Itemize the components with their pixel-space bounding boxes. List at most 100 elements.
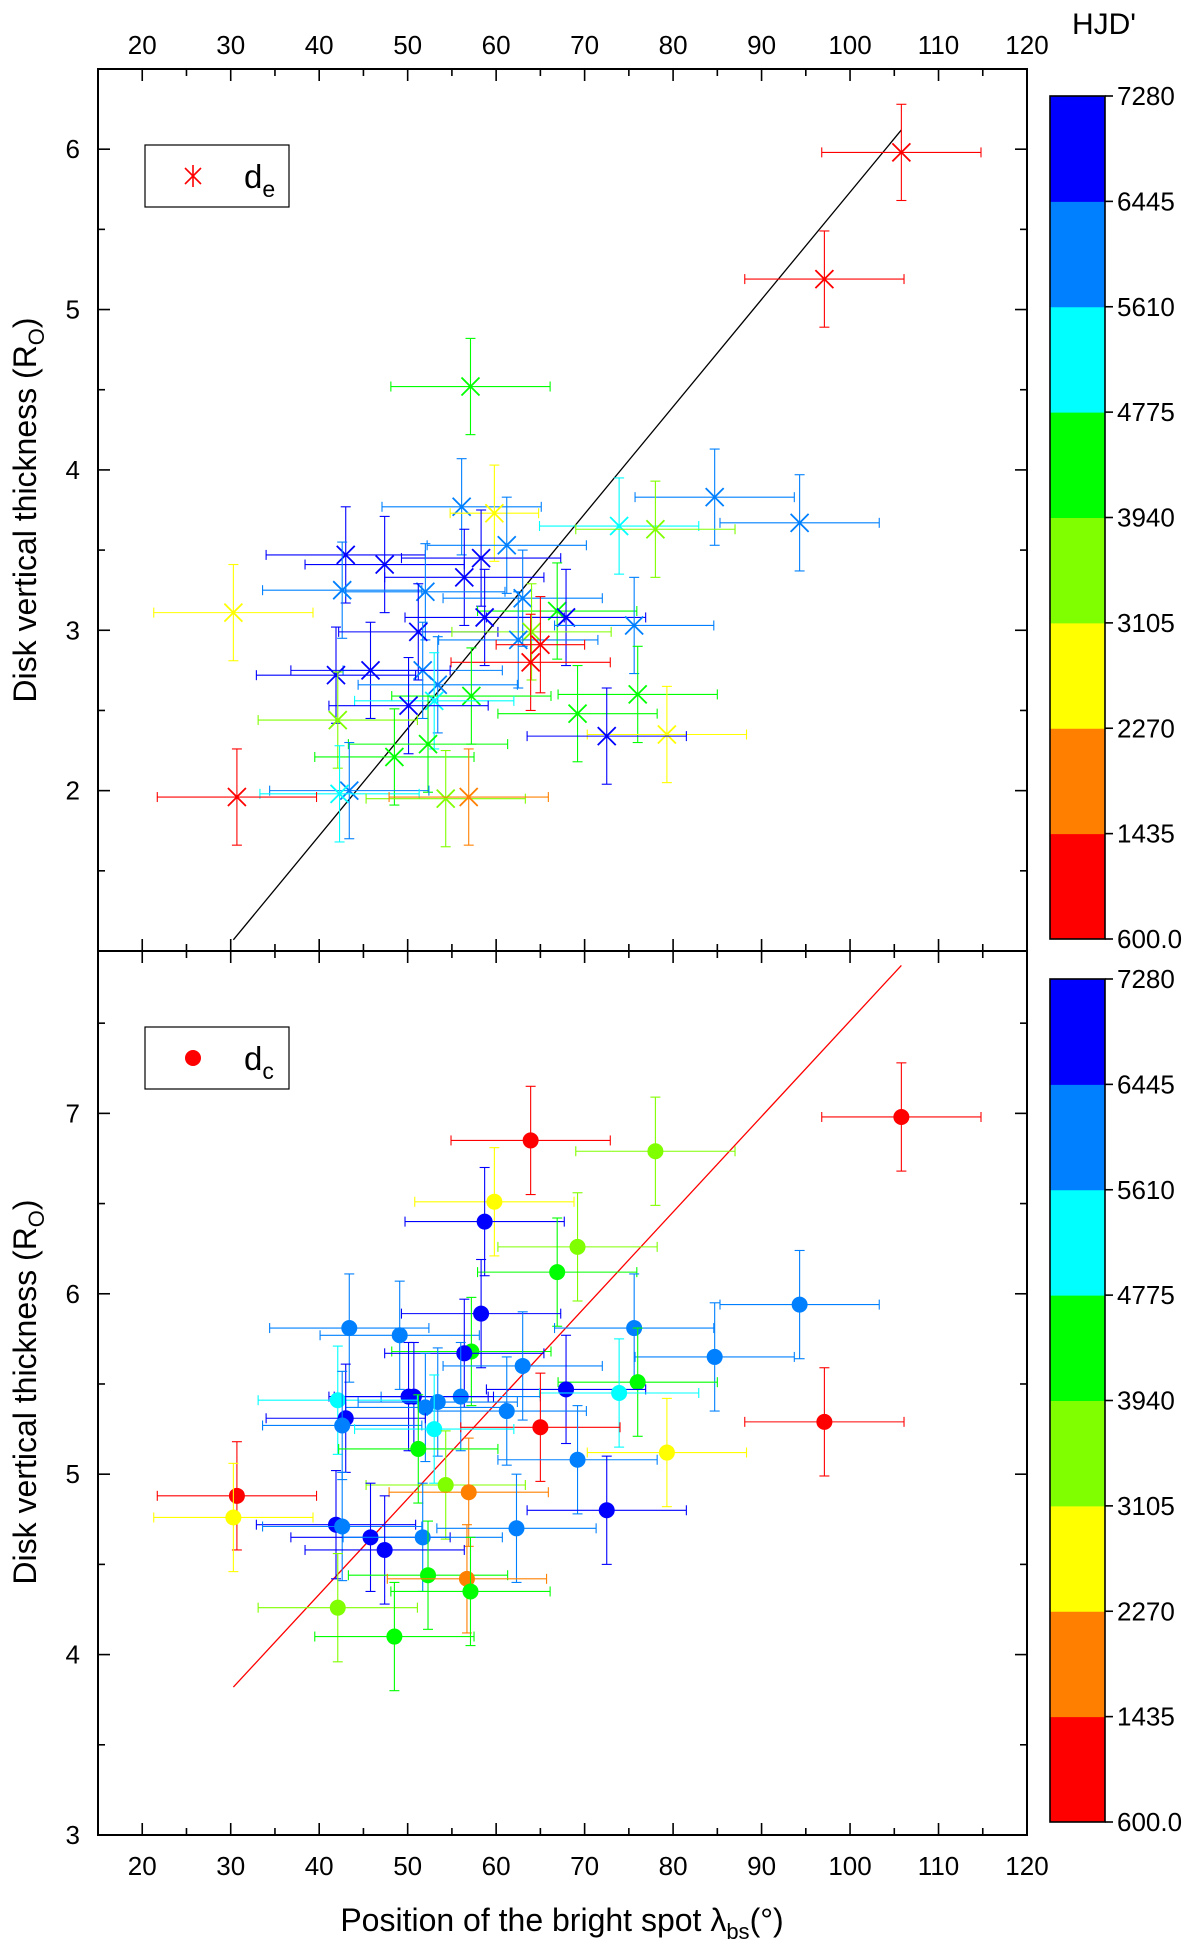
bottom-y-tick-label: 7 bbox=[66, 1098, 80, 1128]
bottom-colorbar-label: 3940 bbox=[1117, 1386, 1175, 1416]
bottom-colorbar-band bbox=[1050, 1400, 1105, 1507]
bottom-circle-marker bbox=[462, 1583, 479, 1600]
bottom-data-point bbox=[304, 1495, 465, 1605]
top-data-point bbox=[257, 671, 418, 769]
top-x-tick-label: 120 bbox=[1005, 30, 1048, 60]
bottom-circle-marker bbox=[532, 1419, 549, 1436]
top-x-marker bbox=[645, 519, 666, 539]
top-x-marker bbox=[471, 548, 491, 568]
bottom-data-point bbox=[744, 1367, 905, 1477]
top-colorbar-band bbox=[1050, 306, 1105, 413]
bottom-x-tick-label: 70 bbox=[570, 1851, 599, 1881]
top-data-point bbox=[347, 695, 509, 793]
bottom-circle-marker bbox=[549, 1264, 566, 1281]
top-x-marker bbox=[436, 789, 456, 809]
top-colorbar-band bbox=[1050, 517, 1105, 624]
bottom-legend: dc bbox=[144, 1026, 290, 1090]
top-y-tick-label: 4 bbox=[66, 455, 80, 485]
bottom-data-point bbox=[450, 1085, 611, 1196]
bottom-data-point bbox=[365, 1430, 526, 1540]
bottom-y-tick-label: 4 bbox=[66, 1640, 80, 1670]
bottom-circle-marker bbox=[228, 1487, 245, 1504]
top-data-point bbox=[384, 528, 545, 627]
top-x-marker bbox=[530, 635, 551, 655]
top-data-point bbox=[304, 515, 465, 614]
top-colorbar-band bbox=[1050, 622, 1105, 729]
bottom-circle-marker bbox=[341, 1320, 358, 1337]
top-colorbar-label: 3105 bbox=[1117, 608, 1175, 638]
top-data-point bbox=[586, 685, 748, 784]
bottom-colorbar-band bbox=[1050, 1716, 1105, 1823]
top-data-point bbox=[400, 509, 562, 607]
top-x-marker bbox=[461, 686, 482, 706]
bottom-circle-marker bbox=[706, 1348, 723, 1365]
bottom-data-point bbox=[390, 1536, 551, 1647]
top-data-point bbox=[365, 749, 526, 848]
bottom-circle-marker bbox=[456, 1345, 473, 1362]
top-x-marker bbox=[428, 675, 448, 695]
top-colorbar: 600.0 1435 2270 3105 3940 4775 5610 6445 7280 bbox=[1049, 81, 1182, 954]
top-data-point bbox=[526, 687, 687, 785]
bottom-circle-marker bbox=[486, 1193, 503, 1210]
top-legend-box bbox=[144, 144, 290, 208]
bottom-y-tick-label: 3 bbox=[66, 1820, 80, 1850]
bottom-x-tick-label: 40 bbox=[305, 1851, 334, 1881]
top-x-marker bbox=[326, 665, 346, 685]
top-x-marker bbox=[329, 784, 350, 804]
top-x-marker bbox=[398, 696, 419, 716]
bottom-circle-marker bbox=[391, 1327, 408, 1344]
bottom-circle-marker bbox=[498, 1403, 515, 1420]
top-data-point bbox=[153, 563, 314, 662]
bottom-data-point bbox=[477, 1217, 638, 1327]
top-colorbar-band bbox=[1050, 728, 1105, 835]
top-colorbar-band bbox=[1050, 833, 1105, 940]
top-x-marker bbox=[705, 487, 725, 507]
bottom-x-tick-label: 20 bbox=[128, 1851, 157, 1881]
top-y-tick-label: 3 bbox=[66, 615, 80, 645]
top-data-point bbox=[314, 708, 475, 806]
top-x-marker bbox=[891, 142, 912, 163]
bottom-colorbar-label: 6445 bbox=[1117, 1069, 1175, 1099]
top-x-marker bbox=[415, 582, 435, 602]
bottom-colorbar-band bbox=[1050, 1295, 1105, 1401]
bottom-data-points bbox=[153, 1062, 982, 1692]
top-colorbar-label: 3940 bbox=[1117, 503, 1175, 533]
top-data-points bbox=[153, 103, 982, 848]
bottom-legend-label: dc bbox=[244, 1040, 274, 1084]
bottom-circle-marker bbox=[426, 1421, 443, 1438]
bottom-circle-marker bbox=[569, 1238, 586, 1255]
bottom-data-point bbox=[404, 1166, 565, 1277]
bottom-circle-marker bbox=[410, 1440, 427, 1457]
top-data-point bbox=[575, 480, 736, 578]
bottom-data-point bbox=[257, 1553, 418, 1663]
top-data-point bbox=[719, 474, 880, 572]
bottom-circle-marker bbox=[329, 1599, 346, 1616]
top-y-axis-title: Disk vertical thickness (RO) bbox=[7, 317, 49, 702]
top-colorbar-band bbox=[1050, 96, 1105, 202]
top-colorbar-band bbox=[1050, 201, 1105, 308]
top-data-point bbox=[557, 645, 718, 744]
top-data-point bbox=[442, 549, 603, 647]
top-x-marker bbox=[567, 704, 588, 724]
bottom-circle-marker bbox=[417, 1399, 434, 1416]
top-x-marker bbox=[513, 588, 533, 608]
top-x-tick-label: 70 bbox=[570, 30, 599, 60]
top-x-tick-label: 50 bbox=[393, 30, 422, 60]
top-x-marker bbox=[521, 652, 541, 672]
bottom-data-point bbox=[586, 1397, 748, 1508]
bottom-colorbar-label: 4775 bbox=[1117, 1280, 1175, 1310]
bottom-panel: 20 30 40 50 60 70 80 90 100 110 120 3 4 5 6 7 dc Disk … bbox=[7, 950, 1049, 1881]
bottom-legend-box bbox=[144, 1026, 290, 1090]
bottom-circle-marker bbox=[508, 1520, 525, 1537]
top-x-marker bbox=[375, 554, 395, 575]
bottom-data-point bbox=[821, 1062, 982, 1172]
bottom-data-point bbox=[460, 1372, 621, 1482]
top-x-marker bbox=[624, 615, 644, 636]
bottom-colorbar-label: 3105 bbox=[1117, 1491, 1175, 1521]
top-y-tick-label: 2 bbox=[66, 776, 80, 806]
bottom-circle-marker bbox=[658, 1444, 675, 1461]
top-x-tick-label: 100 bbox=[828, 30, 871, 60]
bottom-legend-dot bbox=[185, 1050, 201, 1066]
top-x-tick-label: 30 bbox=[216, 30, 245, 60]
bottom-x-tick-label: 80 bbox=[659, 1851, 688, 1881]
